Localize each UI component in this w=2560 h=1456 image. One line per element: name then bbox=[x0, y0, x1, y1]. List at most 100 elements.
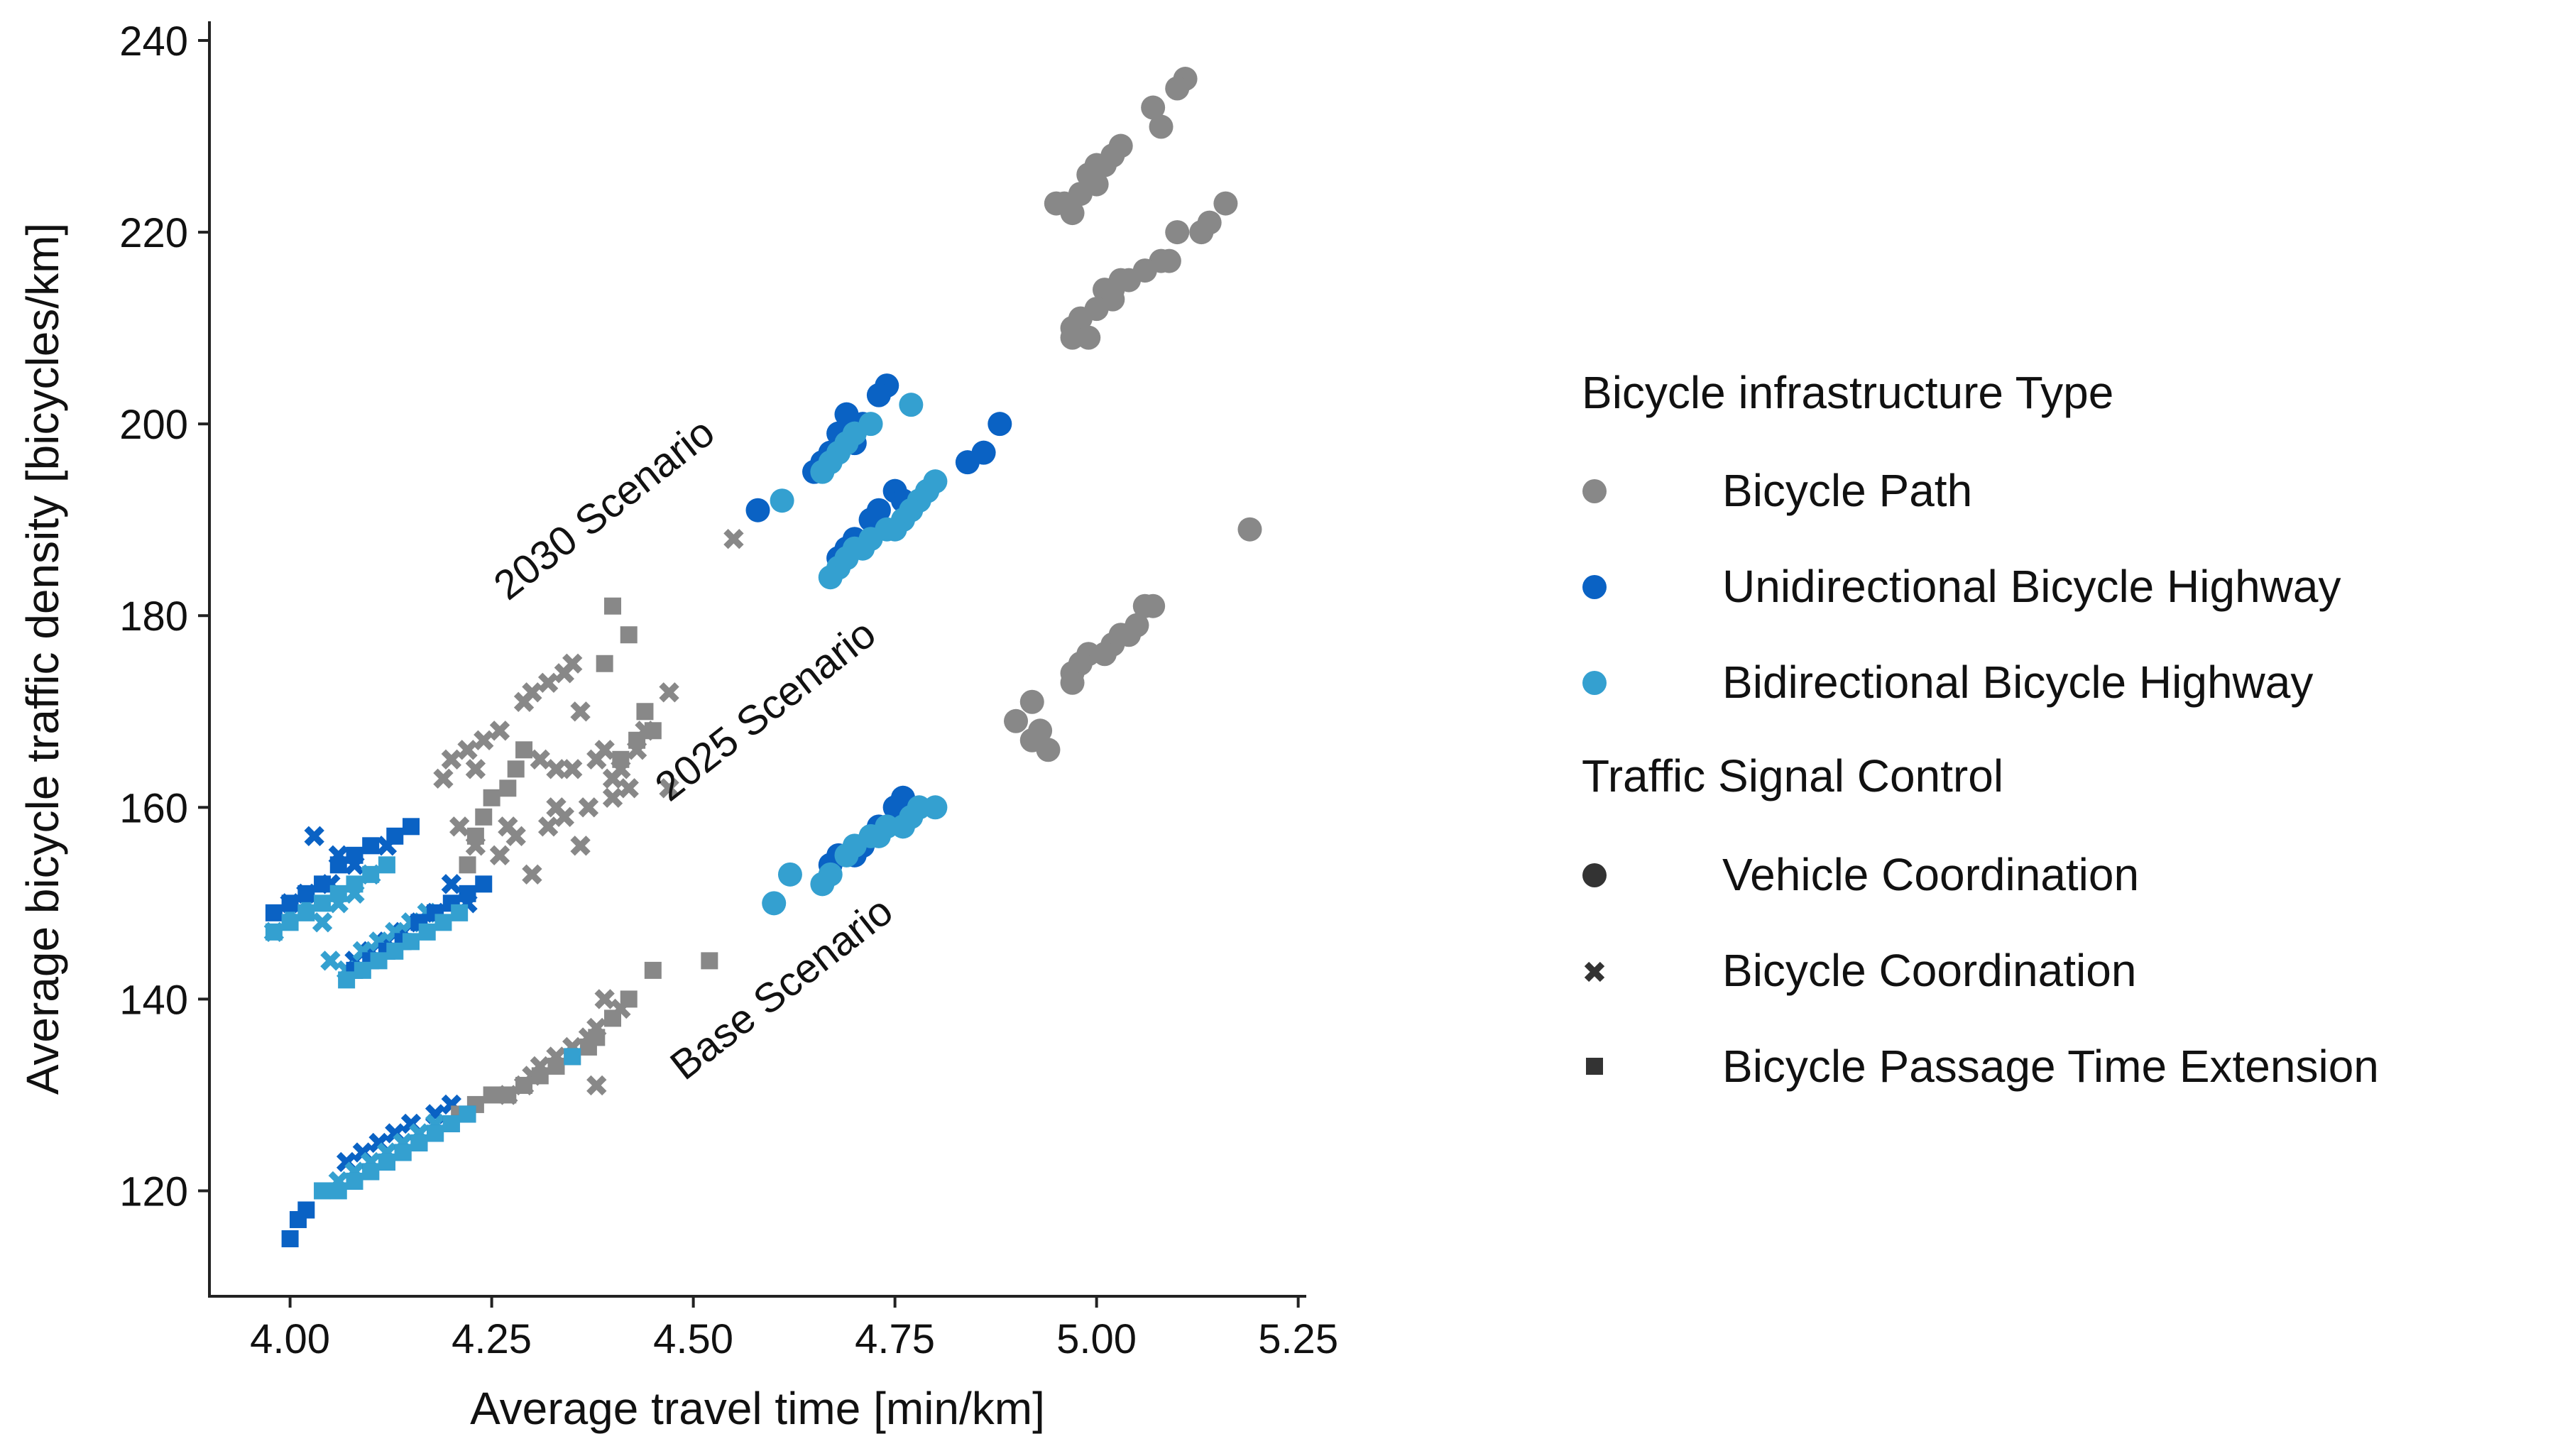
bicycle-path-vehicle-coordination-point bbox=[1036, 738, 1061, 762]
bicycle-path-bicycle-coordination-point bbox=[498, 816, 518, 837]
bidirectional-bicycle-highway-bicycle-passage-time-extension-point bbox=[314, 894, 332, 912]
y-tick-label: 240 bbox=[119, 18, 188, 65]
y-tick-label: 200 bbox=[119, 402, 188, 448]
bicycle-path-bicycle-coordination-point bbox=[578, 797, 599, 818]
x-tick-label: 4.50 bbox=[653, 1316, 733, 1362]
bicycle-path-bicycle-passage-time-extension-point bbox=[596, 655, 613, 672]
bicycle-path-vehicle-coordination-point bbox=[1165, 220, 1190, 245]
legend-label-bidirectional-bicycle-highway: Bidirectional Bicycle Highway bbox=[1722, 657, 2313, 708]
annotation-2030-scenario: 2030 Scenario bbox=[486, 409, 723, 609]
legend-title-infrastructure: Bicycle infrastructure Type bbox=[1582, 367, 2113, 418]
bidirectional-bicycle-highway-bicycle-passage-time-extension-point bbox=[434, 914, 452, 931]
bicycle-path-bicycle-coordination-point bbox=[530, 749, 550, 770]
legend-title-signal-control: Traffic Signal Control bbox=[1582, 750, 2003, 801]
bidirectional-bicycle-highway-bicycle-passage-time-extension-point bbox=[451, 904, 469, 921]
scenario-annotations: 2030 Scenario 2025 Scenario Base Scenari… bbox=[486, 409, 902, 1089]
y-tick-label: 180 bbox=[119, 593, 188, 640]
unidirectional-bicycle-highway-bicycle-passage-time-extension-point bbox=[265, 904, 283, 921]
legend-label-bicycle-path: Bicycle Path bbox=[1722, 465, 1972, 516]
unidirectional-bicycle-highway-bicycle-passage-time-extension-point bbox=[314, 875, 332, 893]
bicycle-path-bicycle-coordination-point bbox=[433, 768, 454, 789]
legend-label-bicycle-coordination: Bicycle Coordination bbox=[1722, 945, 2136, 996]
bidirectional-bicycle-highway-vehicle-coordination-point bbox=[762, 891, 787, 916]
unidirectional-bicycle-highway-bicycle-passage-time-extension-point bbox=[362, 837, 380, 855]
bicycle-path-bicycle-passage-time-extension-point bbox=[628, 731, 646, 749]
bicycle-path-bicycle-passage-time-extension-point bbox=[466, 827, 484, 845]
unidirectional-bicycle-highway-bicycle-passage-time-extension-point bbox=[281, 1230, 299, 1247]
bicycle-path-bicycle-coordination-point bbox=[546, 759, 567, 779]
bicycle-path-bicycle-passage-time-extension-point bbox=[499, 779, 517, 797]
bicycle-path-bicycle-passage-time-extension-point bbox=[579, 1038, 597, 1056]
bicycle-path-vehicle-coordination-point bbox=[1149, 114, 1174, 139]
unidirectional-bicycle-highway-bicycle-passage-time-extension-point bbox=[289, 1210, 307, 1228]
unidirectional-bicycle-highway-bicycle-passage-time-extension-point bbox=[459, 885, 476, 902]
bicycle-path-bicycle-coordination-point bbox=[522, 864, 542, 885]
bicycle-path-vehicle-coordination-point bbox=[1060, 325, 1085, 350]
unidirectional-bicycle-highway-bicycle-passage-time-extension-point bbox=[281, 894, 299, 912]
legend-marker-vehicle-coordination bbox=[1582, 863, 1607, 887]
bicycle-path-bicycle-coordination-point bbox=[474, 730, 494, 750]
bicycle-path-bicycle-passage-time-extension-point bbox=[636, 703, 654, 721]
bidirectional-bicycle-highway-bicycle-passage-time-extension-point bbox=[362, 1163, 380, 1181]
bicycle-path-bicycle-passage-time-extension-point bbox=[701, 952, 718, 970]
bicycle-path-bicycle-coordination-point bbox=[537, 816, 559, 837]
legend-marker-bicycle-passage-time-extension bbox=[1586, 1058, 1603, 1075]
bicycle-path-bicycle-coordination-point bbox=[594, 989, 615, 1009]
bicycle-path-bicycle-coordination-point bbox=[659, 778, 679, 799]
y-tick-label: 160 bbox=[119, 785, 188, 831]
bicycle-path-vehicle-coordination-point bbox=[1189, 220, 1214, 245]
bicycle-path-bicycle-coordination-point bbox=[457, 740, 478, 760]
bicycle-path-bicycle-coordination-point bbox=[546, 797, 567, 818]
bicycle-path-bicycle-passage-time-extension-point bbox=[620, 626, 638, 644]
bicycle-path-bicycle-coordination-point bbox=[618, 778, 639, 799]
bicycle-path-bicycle-coordination-point bbox=[602, 787, 623, 808]
bidirectional-bicycle-highway-bicycle-coordination-point bbox=[320, 951, 341, 971]
unidirectional-bicycle-highway-vehicle-coordination-point bbox=[955, 450, 980, 475]
bidirectional-bicycle-highway-bicycle-passage-time-extension-point bbox=[346, 875, 363, 893]
legend-marker-bicycle-coordination bbox=[1584, 961, 1605, 982]
bicycle-path-vehicle-coordination-point bbox=[1004, 708, 1029, 733]
bicycle-path-bicycle-coordination-point bbox=[570, 836, 591, 856]
bidirectional-bicycle-highway-bicycle-passage-time-extension-point bbox=[403, 933, 420, 951]
legend-label-vehicle-coordination: Vehicle Coordination bbox=[1722, 849, 2139, 900]
bidirectional-bicycle-highway-bicycle-passage-time-extension-point bbox=[329, 1182, 347, 1200]
bicycle-path-bicycle-coordination-point bbox=[441, 749, 461, 770]
bicycle-path-bicycle-coordination-point bbox=[537, 672, 559, 693]
bicycle-path-bicycle-passage-time-extension-point bbox=[507, 760, 525, 778]
bidirectional-bicycle-highway-vehicle-coordination-point bbox=[770, 488, 794, 513]
bicycle-path-vehicle-coordination-point bbox=[1141, 95, 1166, 120]
bidirectional-bicycle-highway-bicycle-passage-time-extension-point bbox=[459, 1105, 476, 1123]
bicycle-path-bicycle-coordination-point bbox=[570, 701, 591, 722]
bicycle-path-bicycle-coordination-point bbox=[562, 759, 583, 779]
bidirectional-bicycle-highway-vehicle-coordination-point bbox=[810, 459, 835, 484]
bidirectional-bicycle-highway-bicycle-passage-time-extension-point bbox=[329, 885, 347, 902]
bicycle-path-bicycle-coordination-point bbox=[489, 845, 510, 866]
x-tick-label: 4.25 bbox=[452, 1316, 532, 1362]
bidirectional-bicycle-highway-bicycle-passage-time-extension-point bbox=[281, 914, 299, 931]
bicycle-path-bicycle-coordination-point bbox=[489, 721, 510, 741]
unidirectional-bicycle-highway-bicycle-coordination-point bbox=[441, 874, 461, 894]
y-tick-label: 140 bbox=[119, 977, 188, 1023]
x-tick-label: 4.75 bbox=[855, 1316, 935, 1362]
bidirectional-bicycle-highway-bicycle-passage-time-extension-point bbox=[354, 961, 371, 979]
bicycle-path-bicycle-passage-time-extension-point bbox=[644, 961, 662, 979]
bicycle-path-bicycle-coordination-point bbox=[449, 816, 470, 837]
bidirectional-bicycle-highway-bicycle-passage-time-extension-point bbox=[564, 1048, 581, 1066]
bidirectional-bicycle-highway-bicycle-passage-time-extension-point bbox=[297, 904, 315, 921]
y-ticks: 120 140 160 180 200 220 240 bbox=[119, 18, 209, 1215]
bicycle-path-bicycle-coordination-point bbox=[586, 1075, 607, 1096]
bicycle-path-bicycle-passage-time-extension-point bbox=[604, 1009, 622, 1027]
bidirectional-bicycle-highway-bicycle-passage-time-extension-point bbox=[394, 1144, 412, 1161]
bidirectional-bicycle-highway-bicycle-passage-time-extension-point bbox=[418, 923, 436, 941]
bicycle-path-bicycle-passage-time-extension-point bbox=[483, 1086, 500, 1104]
bidirectional-bicycle-highway-bicycle-passage-time-extension-point bbox=[378, 1153, 395, 1171]
x-axis-title: Average travel time [min/km] bbox=[470, 1383, 1045, 1434]
bicycle-path-vehicle-coordination-point bbox=[1165, 76, 1190, 101]
legend-marker-unidirectional-bicycle-highway bbox=[1582, 575, 1607, 599]
bidirectional-bicycle-highway-bicycle-passage-time-extension-point bbox=[378, 856, 395, 874]
bicycle-path-bicycle-coordination-point bbox=[465, 759, 486, 779]
legend-label-bicycle-passage-time-extension: Bicycle Passage Time Extension bbox=[1722, 1041, 2379, 1092]
bidirectional-bicycle-highway-bicycle-passage-time-extension-point bbox=[442, 1115, 460, 1132]
bicycle-path-bicycle-passage-time-extension-point bbox=[483, 789, 500, 806]
